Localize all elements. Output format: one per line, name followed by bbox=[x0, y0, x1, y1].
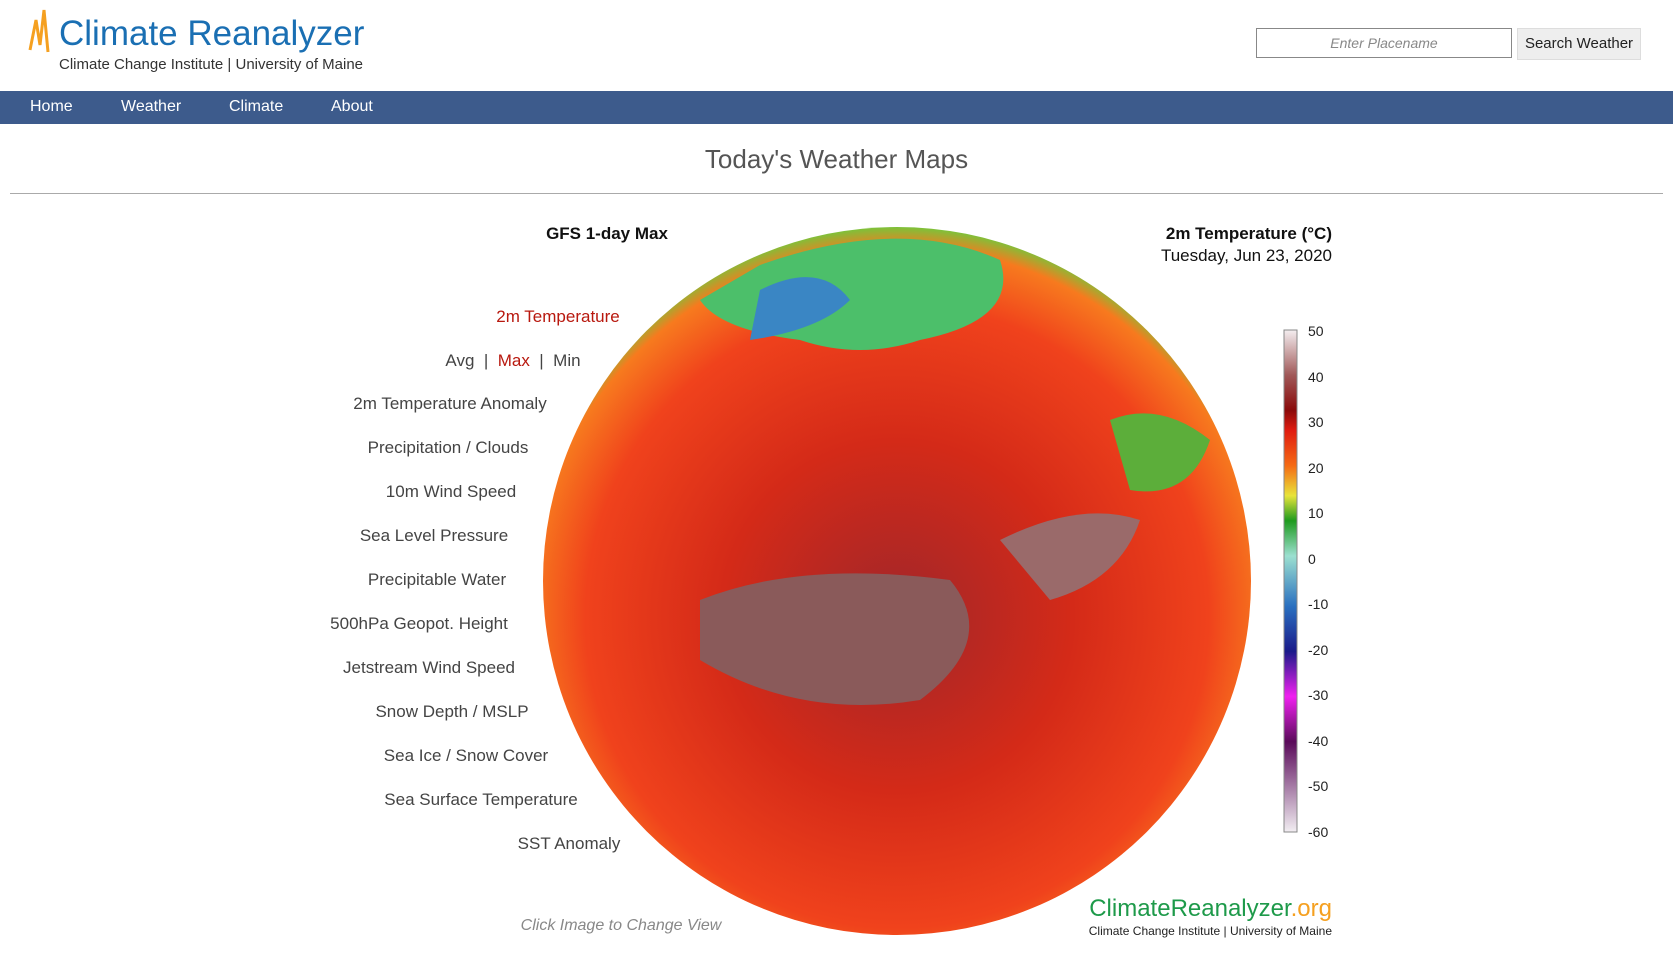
menu-item[interactable]: 10m Wind Speed bbox=[385, 482, 517, 501]
colorbar bbox=[1283, 329, 1298, 833]
brand-subtitle: Climate Change Institute | University of… bbox=[1088, 924, 1332, 938]
logo[interactable]: Climate Reanalyzer bbox=[59, 14, 364, 54]
colorbar-tick-label: 50 bbox=[1308, 323, 1324, 339]
stat-max[interactable]: Max bbox=[497, 351, 530, 370]
date-label: Tuesday, Jun 23, 2020 bbox=[1160, 246, 1332, 265]
colorbar-tick-label: -50 bbox=[1308, 778, 1329, 795]
stat-min[interactable]: Min bbox=[553, 351, 581, 370]
stat-switch: Avg | Max | Min bbox=[445, 351, 581, 370]
colorbar-tick-label: 40 bbox=[1308, 368, 1324, 385]
logo-text: Climate Reanalyzer bbox=[59, 14, 365, 53]
menu-item[interactable]: Precipitation / Clouds bbox=[367, 438, 529, 457]
search-input[interactable]: Enter Placename bbox=[1256, 28, 1512, 58]
colorbar-tick-label: -30 bbox=[1308, 687, 1329, 704]
menu-item[interactable]: SST Anomaly bbox=[517, 834, 621, 853]
nav-item[interactable]: Climate bbox=[229, 98, 284, 115]
colorbar-tick-label: 20 bbox=[1308, 459, 1324, 476]
page-title: Today's Weather Maps bbox=[704, 144, 969, 174]
globe-map[interactable] bbox=[543, 227, 1251, 935]
menu-selected[interactable]: 2m Temperature bbox=[496, 307, 620, 326]
variable-label: 2m Temperature (°C) bbox=[1165, 224, 1332, 243]
colorbar-tick-label: 10 bbox=[1308, 505, 1324, 522]
nav-item[interactable]: Home bbox=[30, 98, 73, 115]
view-hint: Click Image to Change View bbox=[520, 917, 722, 934]
menu-item[interactable]: 500hPa Geopot. Height bbox=[330, 614, 508, 633]
colorbar-tick-label: 30 bbox=[1308, 414, 1324, 431]
divider bbox=[10, 193, 1663, 194]
nav-item[interactable]: About bbox=[331, 98, 373, 115]
colorbar-tick-label: -10 bbox=[1308, 596, 1329, 613]
menu-item[interactable]: Jetstream Wind Speed bbox=[343, 658, 515, 677]
menu-item[interactable]: Snow Depth / MSLP bbox=[375, 702, 529, 721]
nav-bar: Home Weather Climate About bbox=[0, 91, 1673, 124]
colorbar-tick-label: -40 bbox=[1308, 732, 1329, 749]
menu-item[interactable]: Sea Surface Temperature bbox=[384, 790, 578, 809]
logo-icon bbox=[28, 9, 50, 53]
model-label: GFS 1-day Max bbox=[546, 224, 668, 243]
colorbar-tick-label: -20 bbox=[1308, 641, 1329, 658]
stat-avg[interactable]: Avg bbox=[445, 351, 475, 370]
menu-item[interactable]: Precipitable Water bbox=[367, 570, 507, 589]
colorbar-tick-label: -60 bbox=[1308, 824, 1329, 840]
brand: ClimateReanalyzer.org bbox=[1089, 895, 1332, 923]
logo-subtitle: Climate Change Institute | University of… bbox=[59, 56, 364, 73]
nav-item[interactable]: Weather bbox=[121, 98, 182, 115]
menu-item[interactable]: Sea Ice / Snow Cover bbox=[383, 746, 549, 765]
brand-suffix: .org bbox=[1290, 895, 1332, 922]
colorbar-tick-label: 0 bbox=[1308, 550, 1316, 567]
menu-item[interactable]: Sea Level Pressure bbox=[359, 526, 509, 545]
search-button[interactable]: Search Weather bbox=[1517, 28, 1641, 60]
menu-item[interactable]: 2m Temperature Anomaly bbox=[353, 394, 547, 413]
brand-name: ClimateReanalyzer bbox=[1089, 895, 1291, 922]
